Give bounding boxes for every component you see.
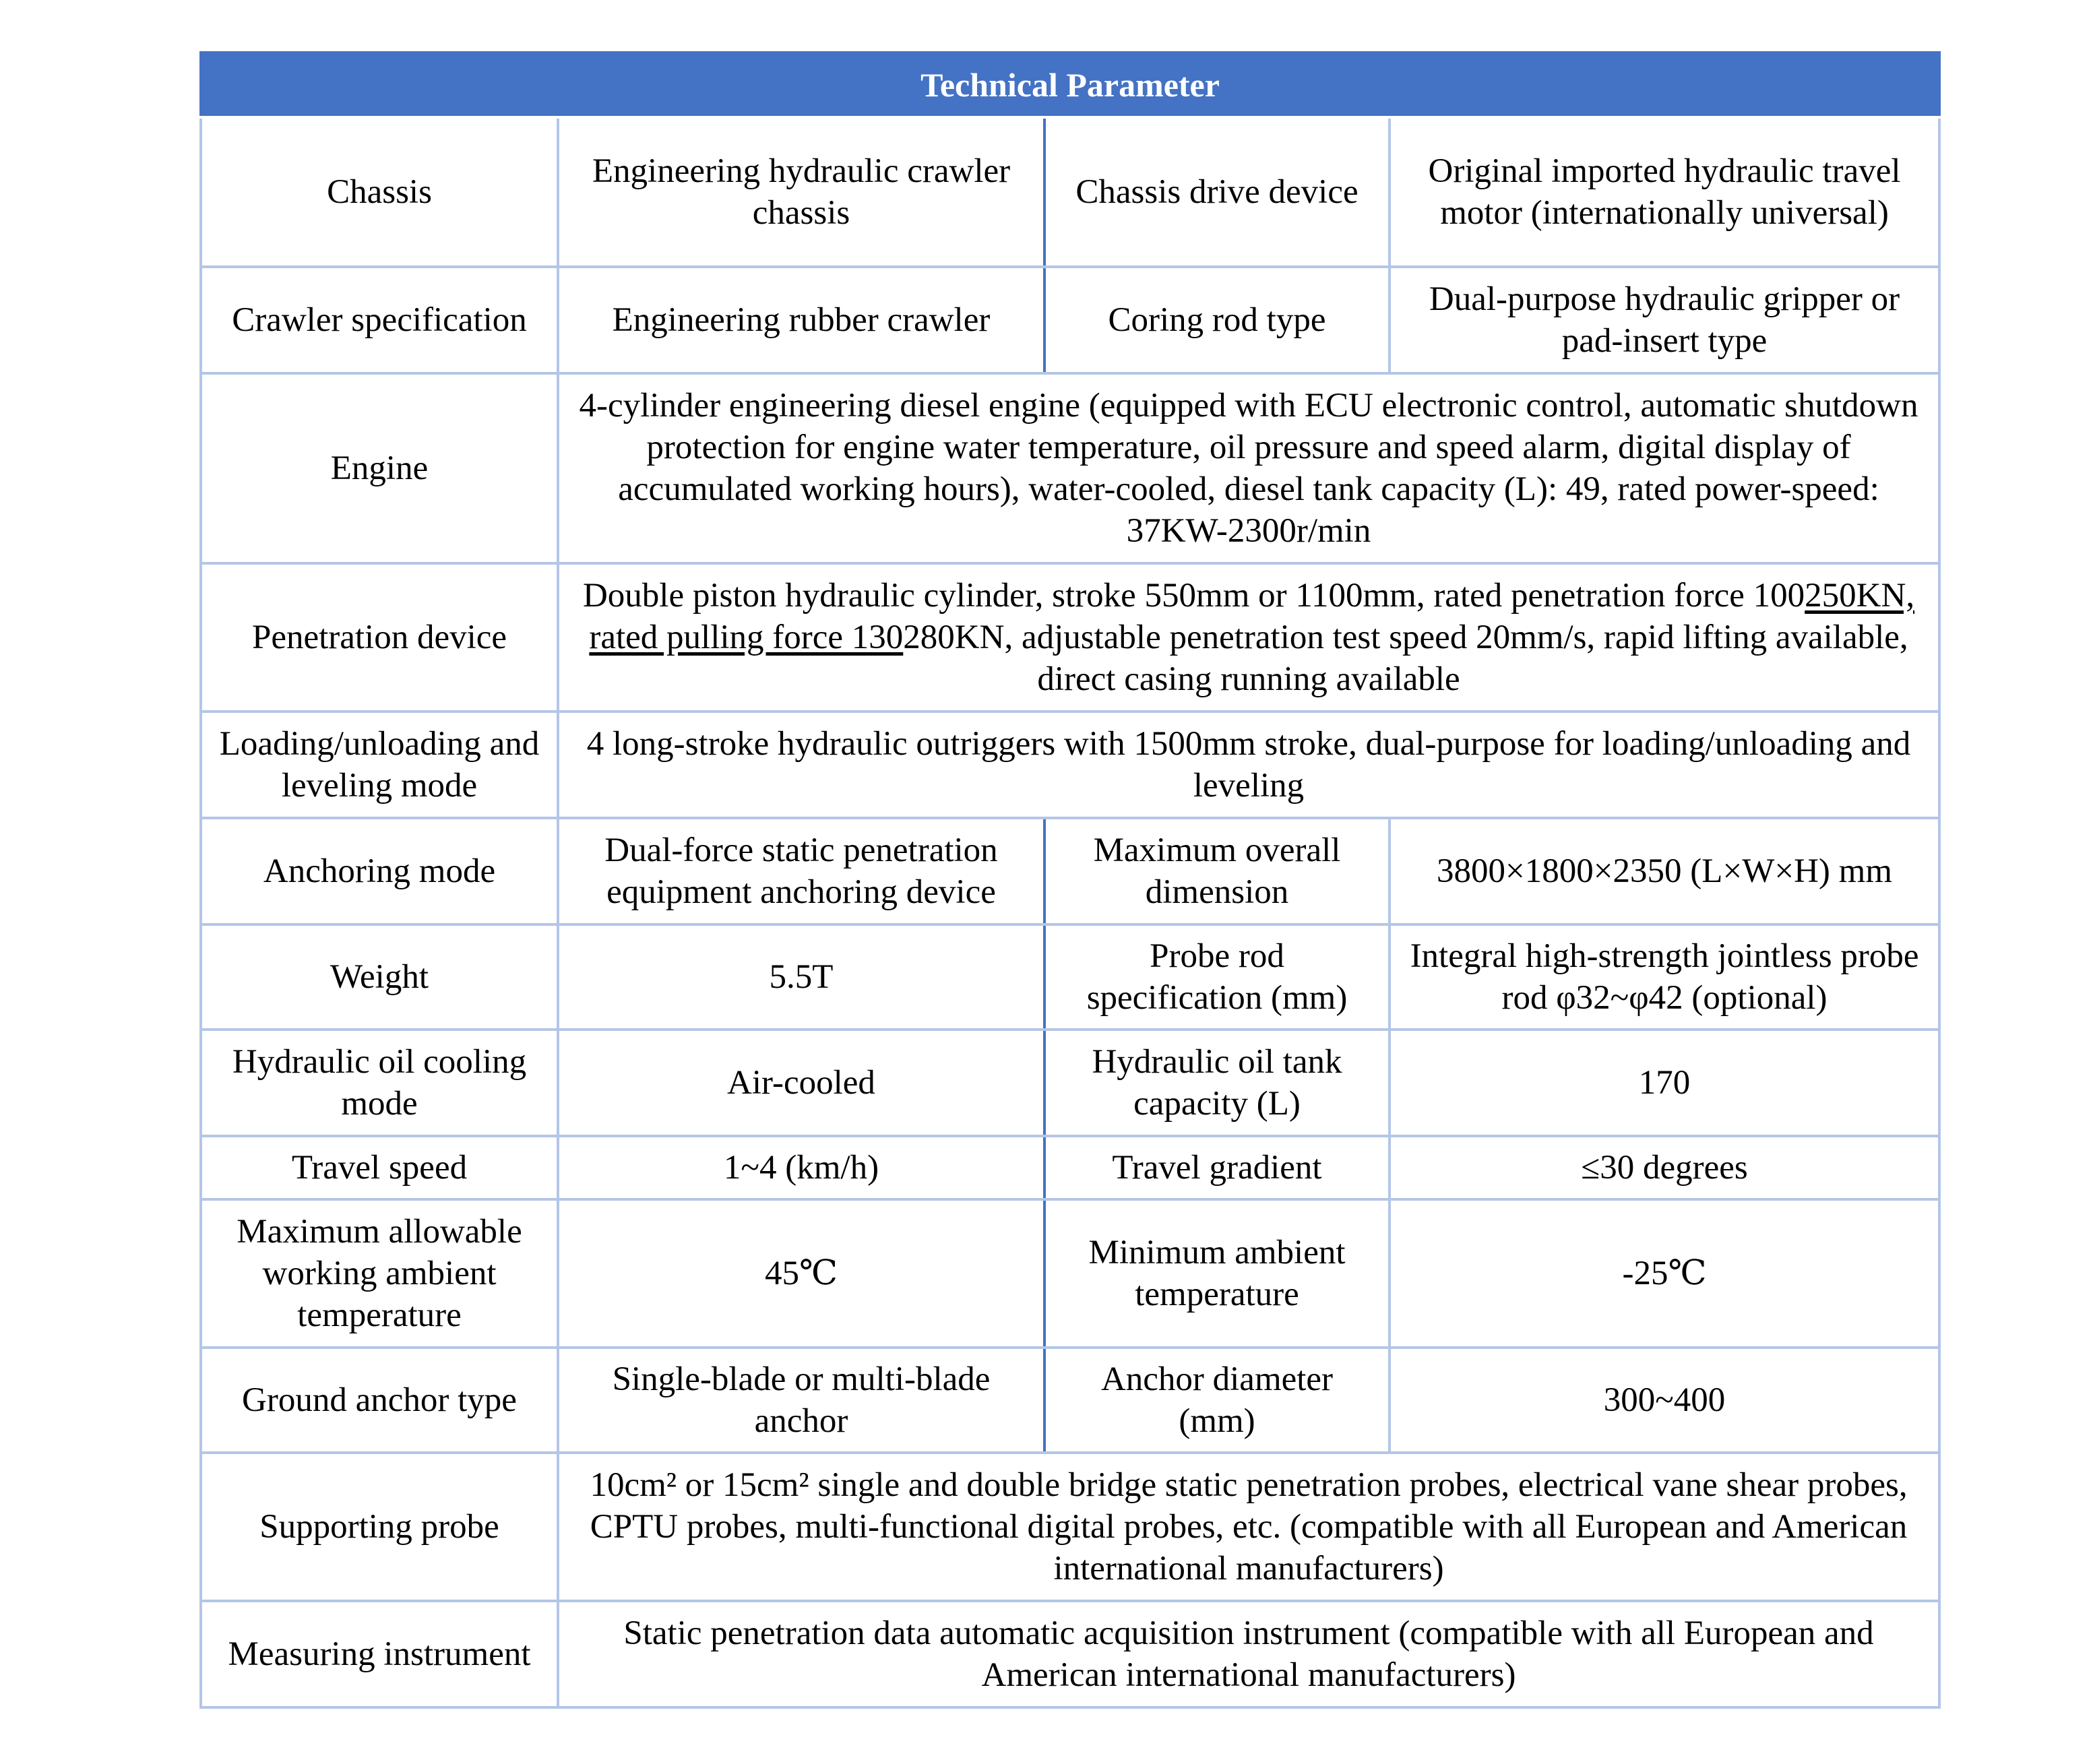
table-row: Engine 4-cylinder engineering diesel eng…: [199, 372, 1941, 565]
param-label: Crawler specification: [199, 265, 559, 375]
param-value: 10cm² or 15cm² single and double bridge …: [556, 1451, 1941, 1602]
param-value: Original imported hydraulic travel motor…: [1387, 116, 1941, 268]
param-value: Engineering rubber crawler: [557, 265, 1046, 375]
param-value: Single-blade or multi-blade anchor: [557, 1346, 1046, 1454]
param-value: 4 long-stroke hydraulic outriggers with …: [556, 710, 1941, 819]
param-value: 45℃: [557, 1198, 1046, 1349]
table-row: Loading/unloading and leveling mode 4 lo…: [199, 710, 1941, 819]
param-value: 1~4 (km/h): [557, 1135, 1046, 1201]
table-row: Crawler specification Engineering rubber…: [199, 265, 1941, 375]
table-row: Penetration device Double piston hydraul…: [199, 562, 1941, 713]
value-text: 280KN, adjustable penetration test speed…: [903, 619, 1908, 698]
param-value: Dual-purpose hydraulic gripper or pad-in…: [1387, 265, 1941, 375]
param-value: 3800×1800×2350 (L×W×H) mm: [1387, 817, 1941, 926]
param-label: Anchoring mode: [199, 817, 559, 926]
param-label: Loading/unloading and leveling mode: [199, 710, 559, 819]
param-value: Double piston hydraulic cylinder, stroke…: [556, 562, 1941, 713]
table-row: Ground anchor type Single-blade or multi…: [199, 1346, 1941, 1454]
table-row: Chassis Engineering hydraulic crawler ch…: [199, 116, 1941, 268]
table-row: Hydraulic oil cooling mode Air-cooled Hy…: [199, 1028, 1941, 1137]
technical-parameter-table: Technical Parameter Chassis Engineering …: [199, 51, 1941, 1709]
param-value: 300~400: [1387, 1346, 1941, 1454]
param-label: Anchor diameter (mm): [1043, 1346, 1391, 1454]
param-label: Supporting probe: [199, 1451, 559, 1602]
param-label: Hydraulic oil cooling mode: [199, 1028, 559, 1137]
table-row: Maximum allowable working ambient temper…: [199, 1198, 1941, 1349]
table-title: Technical Parameter: [201, 53, 1940, 119]
table-row: Travel speed 1~4 (km/h) Travel gradient …: [199, 1135, 1941, 1201]
param-label: Engine: [199, 372, 559, 565]
underlined-text: 250KN, rated pulling force 130: [589, 577, 1915, 656]
param-label: Ground anchor type: [199, 1346, 559, 1454]
param-label: Probe rod specification (mm): [1043, 923, 1391, 1031]
param-value: ≤30 degrees: [1387, 1135, 1941, 1201]
param-value: 4-cylinder engineering diesel engine (eq…: [556, 372, 1941, 565]
param-label: Penetration device: [199, 562, 559, 713]
param-value: Static penetration data automatic acquis…: [556, 1600, 1941, 1709]
param-value: Integral high-strength jointless probe r…: [1387, 923, 1941, 1031]
param-value: 170: [1387, 1028, 1941, 1137]
param-label: Weight: [199, 923, 559, 1031]
table-row: Weight 5.5T Probe rod specification (mm)…: [199, 923, 1941, 1031]
param-label: Maximum overall dimension: [1043, 817, 1391, 926]
param-value: Engineering hydraulic crawler chassis: [557, 116, 1046, 268]
param-value: Dual-force static penetration equipment …: [557, 817, 1046, 926]
param-value: 5.5T: [557, 923, 1046, 1031]
param-label: Chassis drive device: [1043, 116, 1391, 268]
param-label: Minimum ambient temperature: [1043, 1198, 1391, 1349]
table-row: Measuring instrument Static penetration …: [199, 1600, 1941, 1709]
value-text: Double piston hydraulic cylinder, stroke…: [582, 577, 1805, 615]
param-value: Air-cooled: [557, 1028, 1046, 1137]
table-row: Supporting probe 10cm² or 15cm² single a…: [199, 1451, 1941, 1602]
param-label: Hydraulic oil tank capacity (L): [1043, 1028, 1391, 1137]
param-label: Travel gradient: [1043, 1135, 1391, 1201]
param-label: Chassis: [199, 116, 559, 268]
param-value: -25℃: [1387, 1198, 1941, 1349]
table-row: Anchoring mode Dual-force static penetra…: [199, 817, 1941, 926]
param-label: Travel speed: [199, 1135, 559, 1201]
param-label: Measuring instrument: [199, 1600, 559, 1709]
param-label: Coring rod type: [1043, 265, 1391, 375]
param-label: Maximum allowable working ambient temper…: [199, 1198, 559, 1349]
